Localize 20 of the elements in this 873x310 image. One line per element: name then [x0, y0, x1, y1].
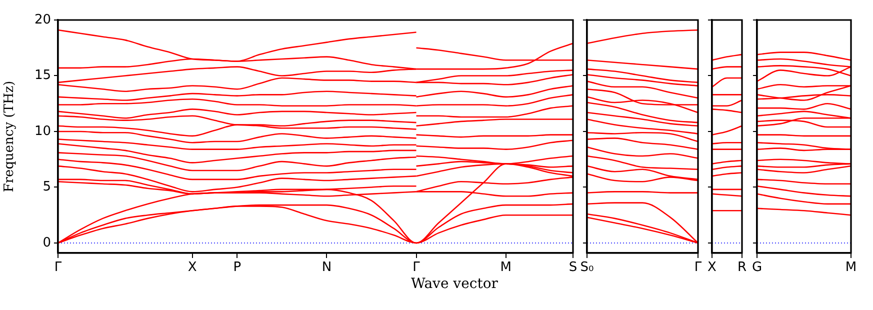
- y-tick-label: 0: [42, 235, 51, 250]
- x-tick-label: G: [752, 260, 762, 276]
- x-tick-label: Γ: [412, 260, 421, 276]
- y-tick-label: 20: [34, 12, 51, 28]
- y-tick-label: 5: [42, 180, 51, 195]
- y-axis-title: Frequency (THz): [2, 80, 18, 192]
- x-axis-title: Wave vector: [410, 276, 499, 292]
- y-tick-label: 15: [34, 68, 51, 84]
- x-tick-label: M: [500, 260, 512, 276]
- x-tick-label: M: [845, 260, 857, 276]
- x-tick-label: S: [568, 260, 578, 276]
- y-tick-label: 10: [34, 124, 51, 139]
- x-tick-label: S₀: [580, 260, 594, 276]
- x-tick-label: R: [737, 260, 747, 276]
- x-tick-label: P: [233, 260, 242, 276]
- x-tick-label: Γ: [694, 260, 702, 276]
- x-tick-label: X: [708, 260, 717, 276]
- x-tick-label: Γ: [54, 260, 62, 276]
- x-tick-label: N: [322, 260, 332, 276]
- x-tick-label: X: [188, 260, 197, 276]
